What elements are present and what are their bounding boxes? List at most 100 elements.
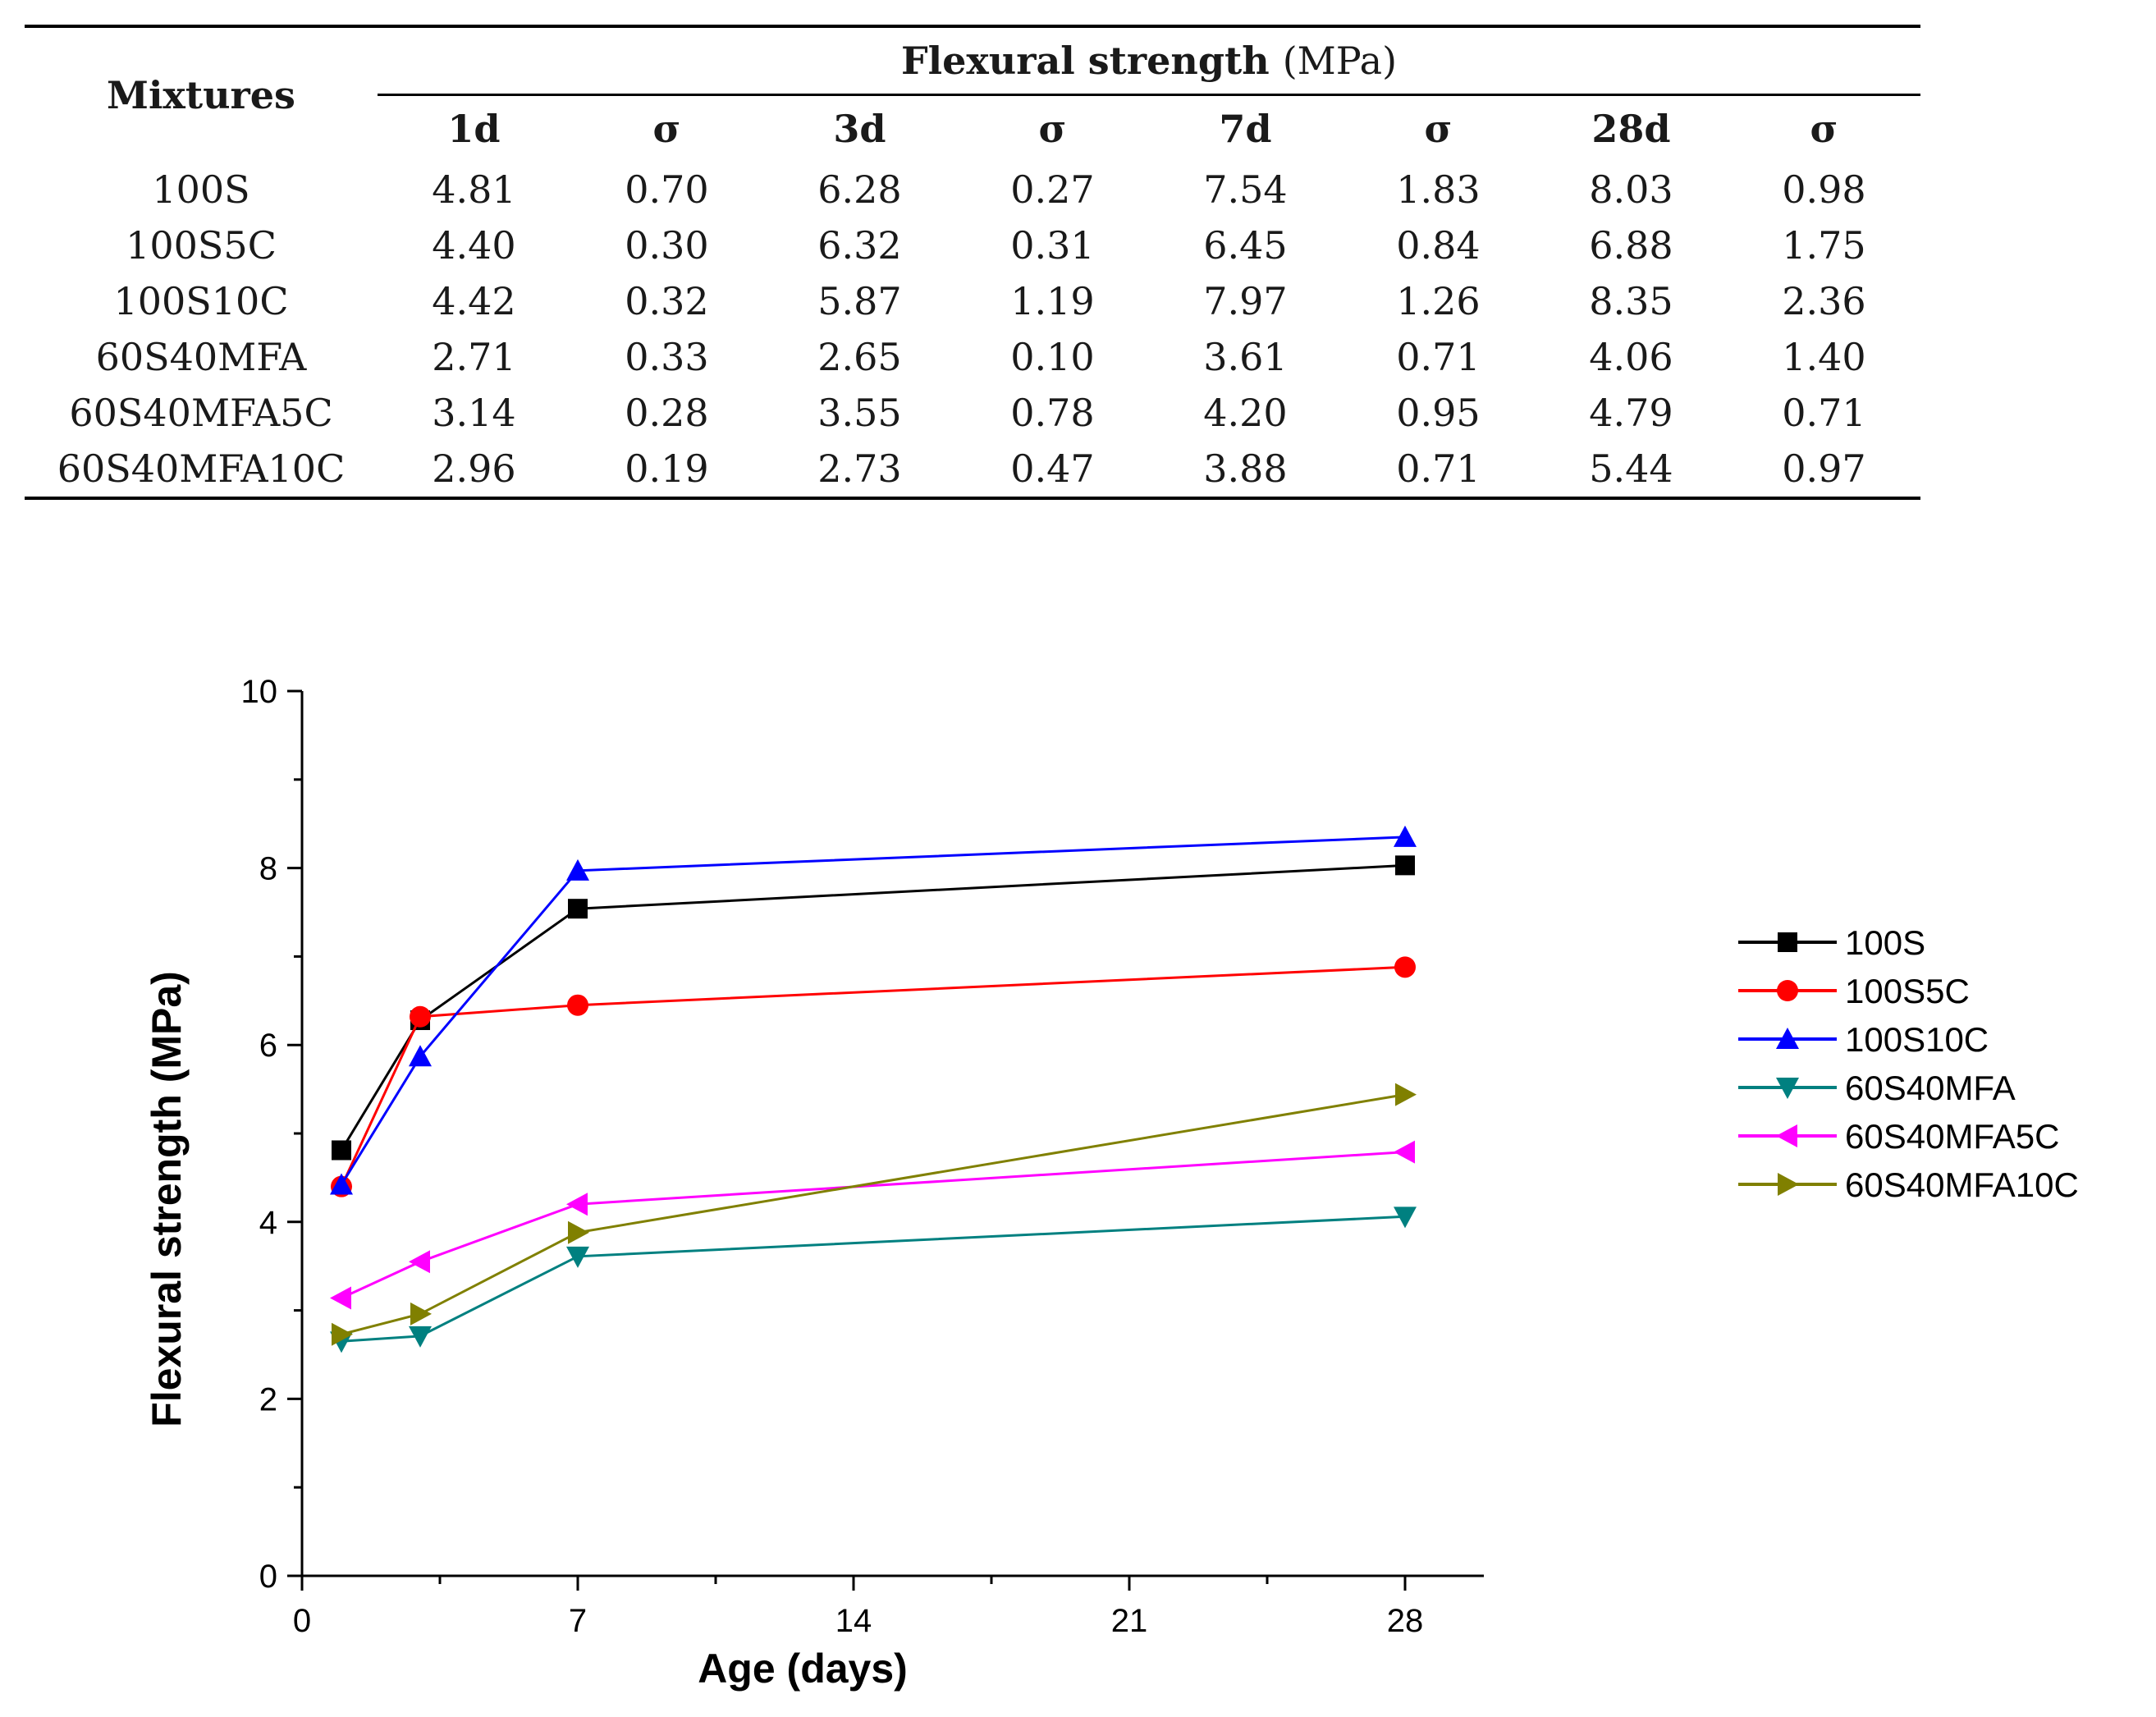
data-point xyxy=(566,858,589,881)
table-cell: 4.40 xyxy=(432,223,516,268)
column-header-5: σ xyxy=(1424,107,1453,151)
table-cell: 0.97 xyxy=(1782,446,1866,491)
column-header-2: 3d xyxy=(833,107,886,151)
table-cell: 0.70 xyxy=(625,167,709,212)
column-header-1: σ xyxy=(652,107,681,151)
table-cell: 7.97 xyxy=(1203,279,1288,323)
table-cell: 2.96 xyxy=(432,446,516,491)
chart-axes: 0 7 14 21 28 0 2 4 6 8 10 Age (days) Flexural streng… xyxy=(144,674,1484,1692)
legend-entry: 60S40MFA10C xyxy=(1738,1165,2079,1204)
table-cell: 3.88 xyxy=(1203,446,1288,491)
row-label: 100S5C xyxy=(126,223,277,268)
x-tick-label: 0 xyxy=(293,1603,311,1639)
table-cell: 0.30 xyxy=(625,223,709,268)
column-header-3: σ xyxy=(1038,107,1067,151)
table-cell: 4.81 xyxy=(432,167,516,212)
chart-legend: 100S 100S5C 100S10C 60S40MFA 60S40MFA5C 60S40… xyxy=(1738,923,2079,1204)
legend-label: 100S5C xyxy=(1845,972,1970,1010)
table-cell: 4.20 xyxy=(1203,391,1288,435)
legend-label: 100S10C xyxy=(1845,1020,1989,1059)
table-cell: 1.40 xyxy=(1782,335,1866,379)
table-cell: 7.54 xyxy=(1203,167,1288,212)
column-header-row: 1d σ 3d σ 7d σ 28d σ xyxy=(25,95,1920,163)
table-cell: 3.14 xyxy=(432,391,516,435)
data-point xyxy=(1395,855,1415,876)
table-body: 100S 4.81 0.70 6.28 0.27 7.54 1.83 8.03 0.98 100S… xyxy=(25,162,1920,498)
x-axis-label: Age (days) xyxy=(698,1646,908,1692)
y-tick-label: 8 xyxy=(259,851,277,887)
legend-marker xyxy=(1776,1124,1797,1147)
data-point xyxy=(1394,825,1417,847)
legend-marker xyxy=(1778,932,1797,952)
series-100S10C xyxy=(330,825,1417,1195)
table-cell: 8.35 xyxy=(1589,279,1673,323)
table-cell: 6.28 xyxy=(817,167,902,212)
table-cell: 0.32 xyxy=(625,279,709,323)
x-tick-label: 14 xyxy=(835,1603,872,1639)
table-row: 60S40MFA 2.71 0.33 2.65 0.10 3.61 0.71 4.06 1.40 xyxy=(25,329,1920,385)
y-tick-label: 2 xyxy=(259,1381,277,1417)
table-cell: 1.83 xyxy=(1396,167,1481,212)
table-cell: 2.71 xyxy=(432,335,516,379)
table-row: 100S5C 4.40 0.30 6.32 0.31 6.45 0.84 6.88 1.75 xyxy=(25,217,1920,273)
table-cell: 1.26 xyxy=(1396,279,1481,323)
series-line xyxy=(340,863,1406,1152)
row-label: 60S40MFA xyxy=(95,335,307,379)
data-point xyxy=(410,1302,432,1326)
legend-entry: 100S10C xyxy=(1738,1020,1989,1059)
legend-marker xyxy=(1776,1028,1799,1049)
table-cell: 5.87 xyxy=(817,279,902,323)
table-cell: 3.61 xyxy=(1203,335,1288,379)
data-point xyxy=(332,1322,353,1346)
table-cell: 0.28 xyxy=(625,391,709,435)
data-point xyxy=(330,1173,353,1195)
table-cell: 2.65 xyxy=(817,335,902,379)
table-cell: 0.10 xyxy=(1010,335,1095,379)
series-line xyxy=(340,965,1406,1188)
row-header: Mixtures xyxy=(107,72,295,117)
legend-marker xyxy=(1776,1078,1799,1099)
table-cell: 0.47 xyxy=(1010,446,1095,491)
data-point xyxy=(566,1246,589,1268)
series-60S40MFA xyxy=(330,1206,1417,1353)
column-header-6: 28d xyxy=(1591,107,1671,151)
data-point xyxy=(566,1193,588,1216)
x-tick-label: 21 xyxy=(1111,1603,1148,1639)
table-cell: 0.31 xyxy=(1010,223,1095,268)
legend-label: 60S40MFA xyxy=(1845,1069,2016,1107)
data-point xyxy=(410,1005,431,1028)
table-cell: 0.71 xyxy=(1396,446,1481,491)
table-cell: 4.42 xyxy=(432,279,516,323)
row-label: 60S40MFA5C xyxy=(69,391,333,435)
table-row: 100S10C 4.42 0.32 5.87 1.19 7.97 1.26 8.35 2.36 xyxy=(25,273,1920,329)
table-cell: 5.44 xyxy=(1589,446,1673,491)
table-cell: 0.78 xyxy=(1010,391,1095,435)
legend-label: 60S40MFA5C xyxy=(1845,1117,2059,1156)
group-header-title: Flexural strength xyxy=(900,39,1270,83)
chart-series xyxy=(330,825,1417,1353)
data-point xyxy=(409,1045,432,1067)
table-cell: 0.84 xyxy=(1396,223,1481,268)
legend-entry: 100S xyxy=(1738,923,1925,962)
flexural-strength-chart: 0 7 14 21 28 0 2 4 6 8 10 Age (days) Flexural streng… xyxy=(144,674,2079,1692)
legend-marker xyxy=(1778,1173,1799,1196)
legend-entry: 100S5C xyxy=(1738,972,1970,1010)
series-line xyxy=(340,836,1406,1186)
table-cell: 0.33 xyxy=(625,335,709,379)
x-tick-label: 7 xyxy=(569,1603,587,1639)
table-cell: 3.55 xyxy=(817,391,902,435)
row-label: 100S10C xyxy=(113,279,289,323)
data-table: Mixtures Flexural strength (MPa) 1d σ 3d σ 7… xyxy=(25,25,1920,500)
column-header-7: σ xyxy=(1810,107,1838,151)
group-header: Flexural strength (MPa) xyxy=(378,26,1920,96)
table-cell: 8.03 xyxy=(1589,167,1673,212)
data-point xyxy=(567,994,588,1016)
data-point xyxy=(330,1286,351,1310)
table-cell: 6.32 xyxy=(817,223,902,268)
row-label: 100S xyxy=(152,167,250,212)
table-cell: 4.79 xyxy=(1589,391,1673,435)
table-row: 60S40MFA5C 3.14 0.28 3.55 0.78 4.20 0.95 4.79 0.… xyxy=(25,385,1920,441)
table-cell: 1.19 xyxy=(1010,279,1095,323)
group-header-unit: (MPa) xyxy=(1282,39,1398,83)
legend-entry: 60S40MFA xyxy=(1738,1069,2016,1107)
